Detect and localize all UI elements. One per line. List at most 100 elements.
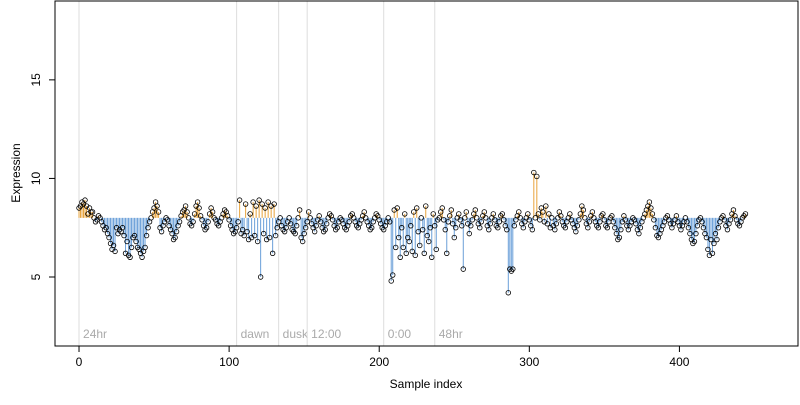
data-point [241,232,247,239]
data-point [190,219,196,225]
x-tick-label: 100 [219,355,239,369]
data-point [296,207,303,213]
data-point [481,209,487,215]
data-point [451,234,457,241]
data-point [651,217,657,223]
stem-layer [78,172,746,293]
data-point [277,215,283,221]
data-point [317,219,324,225]
data-point [121,232,127,239]
data-point [499,211,506,217]
data-point [112,248,118,255]
data-point [209,209,216,215]
data-point [510,266,516,272]
data-point [537,217,543,223]
data-point [124,238,130,245]
data-point [397,254,403,260]
data-point [703,234,710,241]
data-point [412,252,418,259]
data-point [433,246,439,253]
x-tick-label: 300 [519,355,539,369]
data-point [191,211,198,217]
data-point [463,209,469,215]
data-point [203,225,210,231]
data-point [436,215,442,221]
data-point [408,223,414,229]
data-point [534,173,540,180]
x-tick-label: 0 [76,355,83,369]
data-point [322,226,328,233]
data-point [88,209,94,215]
data-point [622,217,629,223]
data-point [119,225,126,231]
data-point [582,215,588,221]
data-point [600,211,606,217]
y-tick-label: 15 [29,73,43,87]
data-point [133,238,139,245]
data-point [148,215,154,221]
data-point [271,201,277,207]
data-point [269,250,276,257]
data-point [576,217,582,223]
data-point [155,209,162,215]
data-point [429,254,435,260]
data-point [511,223,518,229]
plot-frame [54,0,799,347]
data-point [313,223,319,229]
data-point [421,250,427,257]
data-point [562,225,569,231]
data-point [393,244,399,251]
axis-layer: 0 100 200 300 400 5 10 15 [29,73,690,369]
data-point [254,238,261,245]
data-point [520,225,527,231]
data-point [299,238,306,245]
data-point [253,203,259,209]
data-point [684,219,690,225]
data-point [459,223,465,229]
data-point [609,213,615,219]
data-point [432,223,438,229]
data-point [535,211,542,217]
data-point [495,225,501,231]
data-point [158,228,165,235]
data-point [128,244,135,251]
data-point [529,226,536,233]
data-point [251,232,258,239]
data-point [487,221,493,227]
data-point [472,207,478,213]
data-point [730,207,737,213]
data-point [169,230,175,237]
data-point [649,211,656,217]
data-point [316,213,322,219]
data-point [236,197,243,203]
data-point [711,240,717,247]
data-point [256,197,262,203]
data-point [496,219,502,225]
data-point [103,225,109,231]
data-point [272,232,279,239]
data-point [474,215,480,221]
data-point [106,234,112,241]
data-point [618,226,624,233]
data-point [233,225,240,231]
data-point [708,236,714,243]
data-point [540,209,546,215]
data-point [453,225,459,231]
data-point [543,203,549,209]
data-point [492,217,498,223]
data-point [589,209,596,215]
data-point [700,225,707,231]
data-point [691,238,698,245]
data-point [176,219,183,225]
data-point [235,219,241,225]
data-point [724,226,731,233]
data-point [274,225,280,231]
data-point [636,230,642,237]
vertical-marker-layer: 24hr dawn dusk 12:00 0:00 48hr [78,1,463,346]
data-point [705,246,711,253]
data-point [196,205,202,211]
data-point [110,242,117,249]
data-point [292,230,298,237]
data-point [399,225,405,231]
